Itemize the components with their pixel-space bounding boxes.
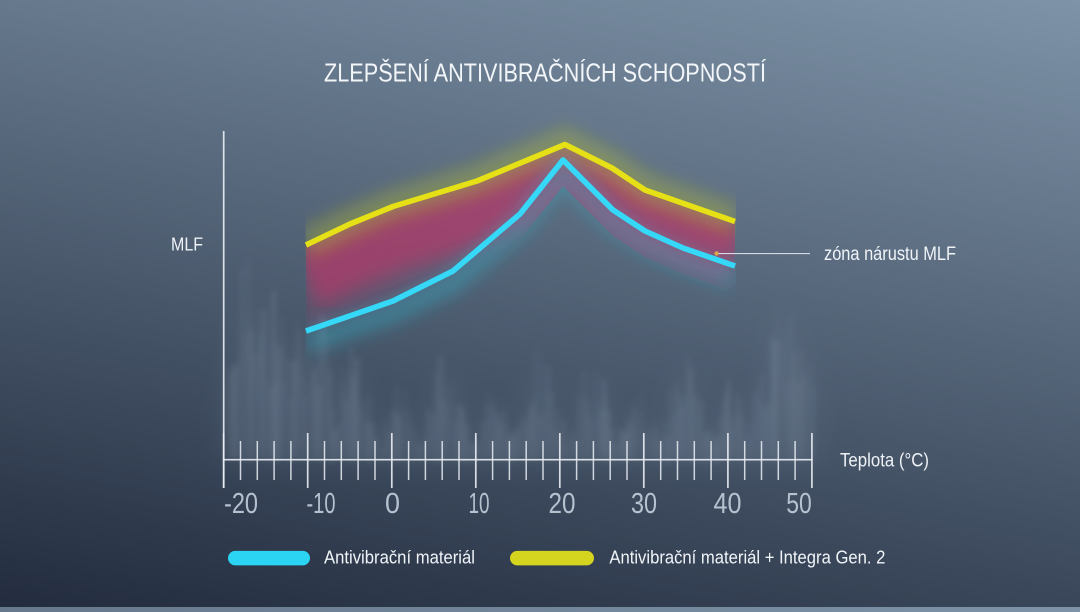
- svg-text:40: 40: [714, 488, 742, 520]
- svg-text:Antivibrační materiál: Antivibrační materiál: [324, 548, 475, 568]
- svg-text:10: 10: [469, 488, 490, 520]
- svg-text:30: 30: [631, 488, 657, 520]
- svg-text:Teplota (°C): Teplota (°C): [840, 451, 929, 472]
- svg-text:-20: -20: [224, 488, 258, 520]
- svg-text:Antivibrační materiál + Integr: Antivibrační materiál + Integra Gen. 2: [609, 548, 885, 568]
- svg-text:ZLEPŠENÍ ANTIVIBRAČNÍCH SCHOPN: ZLEPŠENÍ ANTIVIBRAČNÍCH SCHOPNOSTÍ: [324, 58, 767, 88]
- svg-text:50: 50: [786, 488, 812, 520]
- svg-text:20: 20: [549, 488, 576, 520]
- svg-text:0: 0: [385, 488, 400, 520]
- svg-text:MLF: MLF: [171, 235, 203, 255]
- svg-text:-10: -10: [307, 488, 336, 520]
- svg-text:zóna nárustu MLF: zóna nárustu MLF: [824, 244, 956, 265]
